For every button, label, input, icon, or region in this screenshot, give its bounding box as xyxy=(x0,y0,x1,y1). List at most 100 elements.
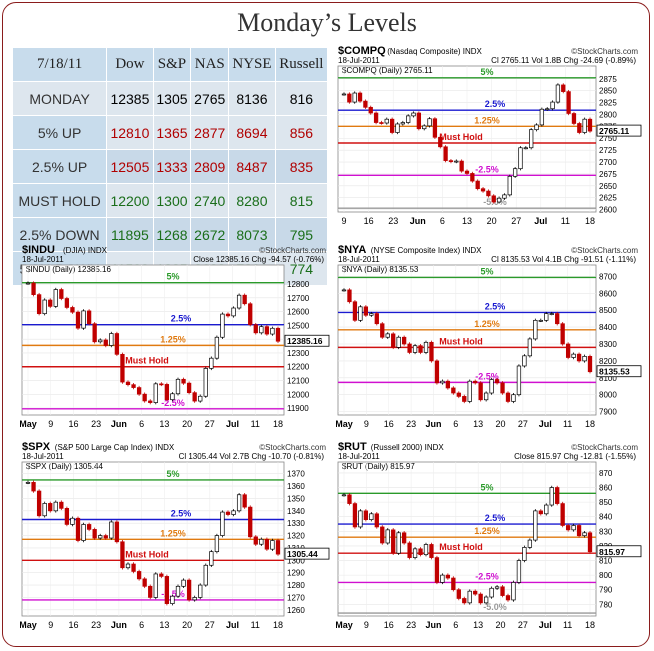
table-cell: 2877 xyxy=(190,115,230,150)
level-label: Must Hold xyxy=(439,336,483,346)
chart-symbol: $SPX xyxy=(22,441,51,453)
candle-body xyxy=(582,355,587,362)
candle-body xyxy=(248,303,253,326)
table-row: 2.5% UP 12505 1333 2809 8487 835 xyxy=(11,149,329,184)
table-cell: 8136 xyxy=(228,81,276,116)
x-tick-label: 23 xyxy=(406,620,416,630)
x-tick-label: 9 xyxy=(364,419,369,429)
candle-body xyxy=(529,129,534,149)
candle-body xyxy=(539,108,545,126)
x-tick-label: 20 xyxy=(182,620,192,630)
candle-body xyxy=(470,173,475,182)
candle-body xyxy=(275,540,281,555)
table-cell: 1333 xyxy=(152,149,192,184)
candle-body xyxy=(42,503,47,517)
x-tick-label: 27 xyxy=(511,216,521,226)
chart-spx-svg: $SPX (S&P 500 Large Cap Index) INDX ©Stock… xyxy=(20,441,330,630)
candle-body xyxy=(358,306,363,321)
last-price-label: 1305.44 xyxy=(287,549,318,559)
y-tick-label: 780 xyxy=(599,600,613,609)
table-cell: 856 xyxy=(274,115,329,150)
candle-body xyxy=(70,307,75,313)
y-tick-label: 8100 xyxy=(599,374,617,383)
candle-body xyxy=(369,513,374,520)
chart-source: ©StockCharts.com xyxy=(571,246,638,255)
candle-body xyxy=(511,394,516,402)
candle-body xyxy=(220,511,225,536)
chart-indu-svg: $INDU (DJIA) INDX ©StockCharts.com 18-Jul-2… xyxy=(20,244,330,429)
y-tick-label: 2825 xyxy=(599,99,617,108)
x-tick-label: May xyxy=(20,419,37,429)
candle-body xyxy=(518,147,523,170)
y-tick-label: 1320 xyxy=(287,532,305,541)
candle-body xyxy=(170,595,175,604)
x-tick-label: 16 xyxy=(364,216,374,226)
candle-body xyxy=(544,504,549,515)
chart-legend: $SPX (Daily) 1305.44 xyxy=(26,462,103,471)
candle-body xyxy=(98,339,103,343)
candle-body xyxy=(31,482,36,492)
last-price-label: 815.97 xyxy=(599,547,625,557)
candle-body xyxy=(225,313,231,317)
y-tick-label: 2750 xyxy=(599,134,617,143)
candle-body xyxy=(186,382,192,394)
candle-body xyxy=(443,146,448,161)
chart-stats: Cl 1305.44 Vol 2.7B Chg -10.70 (-0.81%) xyxy=(179,452,325,461)
table-cell: 12200 xyxy=(106,183,154,218)
candle-body xyxy=(549,487,554,506)
x-tick-label: May xyxy=(336,419,353,429)
x-tick-label: May xyxy=(20,620,37,630)
x-tick-label: 27 xyxy=(518,419,528,429)
candle-body xyxy=(352,503,358,528)
candle-body xyxy=(259,538,264,545)
last-price-box xyxy=(596,545,642,558)
last-price-box xyxy=(284,334,330,347)
x-tick-label: 13 xyxy=(473,419,483,429)
y-tick-label: 1300 xyxy=(287,556,305,565)
candle-body xyxy=(423,544,429,556)
candle-body xyxy=(25,482,31,484)
candle-body xyxy=(368,106,373,114)
candle-body xyxy=(48,503,53,512)
x-tick-label: 6 xyxy=(453,419,458,429)
candle-body xyxy=(363,510,369,520)
candle-body xyxy=(582,118,587,133)
table-cell: 1305 xyxy=(152,81,192,116)
candle-body xyxy=(478,382,483,401)
candle-body xyxy=(571,353,576,358)
candle-body xyxy=(25,282,31,285)
table-cell: 1300 xyxy=(152,183,192,218)
candle-body xyxy=(363,306,369,316)
candle-body xyxy=(576,353,582,362)
candle-body xyxy=(363,100,368,108)
x-tick-label: 9 xyxy=(48,419,53,429)
x-tick-label: Jun xyxy=(410,216,426,226)
candle-body xyxy=(36,490,42,517)
candle-body xyxy=(248,506,253,538)
candle-body xyxy=(500,382,505,394)
y-tick-label: 12600 xyxy=(287,308,310,317)
x-tick-label: 18 xyxy=(273,419,283,429)
candle-body xyxy=(275,327,281,342)
candle-body xyxy=(587,532,593,553)
candle-body xyxy=(120,353,125,383)
x-tick-label: 16 xyxy=(68,419,78,429)
candle-body xyxy=(400,122,405,125)
levels-table: 7/18/11 Dow S&P NAS NYSE Russell MONDAY 1… xyxy=(11,47,329,286)
candle-body xyxy=(203,564,208,586)
candle-body xyxy=(576,525,582,537)
candle-body xyxy=(259,326,264,334)
candle-body xyxy=(423,341,429,353)
candle-body xyxy=(516,365,522,396)
y-tick-label: 1330 xyxy=(287,519,305,528)
chart-legend: $NYA (Daily) 8135.53 xyxy=(342,265,419,274)
chart-source: ©StockCharts.com xyxy=(259,443,326,452)
chart-date: 18-Jul-2011 xyxy=(338,255,380,264)
candle-body xyxy=(153,383,158,403)
table-cell: 835 xyxy=(274,149,329,184)
x-tick-label: 18 xyxy=(585,620,595,630)
chart-stats: Close 12385.16 Chg -94.57 (-0.76%) xyxy=(193,255,324,264)
chart-compq-svg: $COMPQ (Nasdaq Composite) INDX ©StockChart… xyxy=(337,45,642,226)
chart-plot-area xyxy=(21,264,285,416)
level-label: 2.5% xyxy=(171,508,192,518)
